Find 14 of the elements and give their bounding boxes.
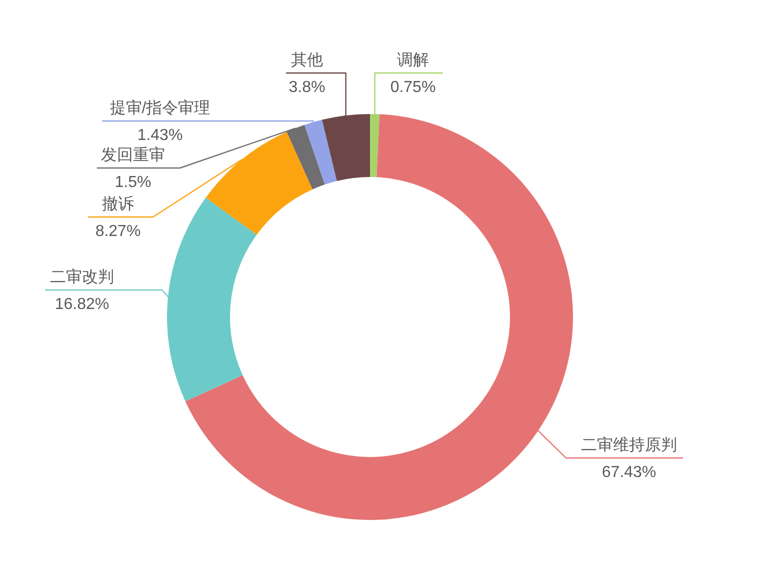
data-label: 1.5% [114,174,152,191]
slice-label: 撤诉 [102,195,134,213]
slice-label: 其他 [291,51,323,69]
slice-label: 发回重审 [101,146,165,164]
data-label: 16.82% [54,296,110,313]
slice-label: 调解 [397,52,429,69]
slice-label: 提审/指令审理 [110,99,210,117]
data-label: 3.8% [288,79,326,96]
slice-label: 二审维持原判 [581,436,677,454]
data-label: 67.43% [602,464,656,481]
data-label: 1.43% [137,127,183,144]
data-label: 8.27% [95,223,141,240]
slice-label: 二审改判 [50,268,114,286]
data-label: 0.75% [390,79,436,96]
